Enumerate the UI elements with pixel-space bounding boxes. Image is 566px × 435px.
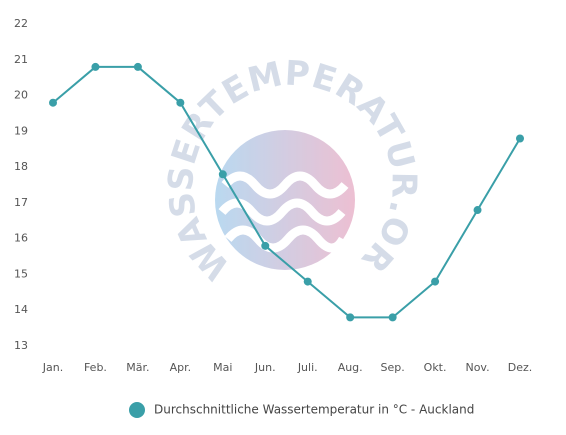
x-tick-label: Nov. xyxy=(465,361,489,374)
y-tick-label: 17 xyxy=(14,196,28,209)
watermark-waves xyxy=(218,171,349,253)
x-tick-label: Mai xyxy=(213,361,232,374)
y-tick-label: 20 xyxy=(14,89,28,102)
x-tick-label: Sep. xyxy=(381,361,405,374)
watermark-text-path: WASSERTEMPERATUR.ORG xyxy=(0,0,421,288)
point xyxy=(218,170,227,179)
x-tick-label: Jun. xyxy=(254,361,276,374)
point xyxy=(133,62,142,71)
y-tick-label: 22 xyxy=(14,17,28,30)
point xyxy=(176,98,185,107)
x-tick-label: Jan. xyxy=(42,361,63,374)
point xyxy=(516,134,524,143)
watermark: WASSERTEMPERATUR.ORG xyxy=(0,0,424,288)
point xyxy=(303,277,312,286)
y-tick-label: 16 xyxy=(14,232,28,245)
x-tick-label: Okt. xyxy=(424,361,447,374)
point xyxy=(473,206,482,215)
point xyxy=(388,313,397,322)
x-tick-label: Mär. xyxy=(126,361,149,374)
y-tick-label: 21 xyxy=(14,53,28,66)
y-tick-label: 13 xyxy=(14,339,28,352)
x-tick-label: Dez. xyxy=(508,361,533,374)
legend-label: Durchschnittliche Wassertemperatur in °C… xyxy=(154,403,474,417)
line xyxy=(52,65,521,319)
watermark-text: WASSERTEMPERATUR.ORG xyxy=(0,0,424,288)
y-tick-label: 18 xyxy=(14,160,28,173)
point xyxy=(49,98,57,107)
y-tick-label: 15 xyxy=(14,267,28,280)
y-tick-label: 14 xyxy=(14,303,28,316)
x-tick-label: Juli. xyxy=(297,361,318,374)
point xyxy=(91,62,100,71)
legend-marker xyxy=(129,402,145,418)
point xyxy=(431,277,440,286)
x-tick-label: Apr. xyxy=(170,361,192,374)
point xyxy=(261,241,270,250)
x-tick-label: Aug. xyxy=(338,361,363,374)
x-tick-label: Feb. xyxy=(84,361,107,374)
point xyxy=(346,313,355,322)
y-tick-label: 19 xyxy=(14,124,28,137)
